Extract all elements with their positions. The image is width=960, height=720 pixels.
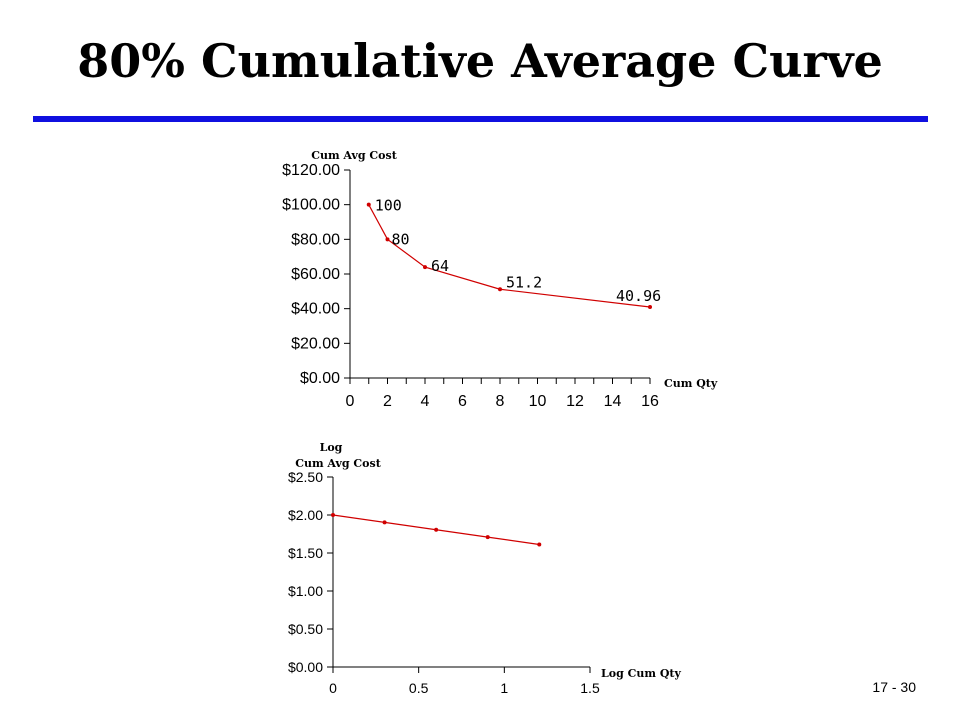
y-tick-label: $60.00 bbox=[291, 266, 340, 283]
data-point bbox=[366, 202, 371, 207]
y-tick-label: $1.50 bbox=[288, 545, 323, 561]
y-tick-label: $80.00 bbox=[291, 231, 340, 248]
title-divider bbox=[33, 116, 928, 122]
data-label: 64 bbox=[431, 257, 449, 275]
data-point bbox=[648, 305, 652, 310]
x-tick-label: 4 bbox=[421, 393, 430, 410]
data-point bbox=[498, 287, 502, 292]
data-point bbox=[423, 265, 427, 270]
data-label: 100 bbox=[375, 197, 402, 215]
y-tick-label: $20.00 bbox=[291, 335, 340, 352]
data-label: 80 bbox=[392, 230, 410, 248]
x-tick-label: 1 bbox=[500, 680, 508, 696]
y-tick-label: $100.00 bbox=[282, 197, 340, 214]
y-axis-label: Cum Avg Cost bbox=[295, 457, 382, 470]
data-point bbox=[385, 237, 390, 242]
y-axis-label-line1: Log bbox=[320, 441, 343, 454]
x-tick-label: 0.5 bbox=[409, 680, 429, 696]
x-tick-label: 12 bbox=[566, 393, 584, 410]
x-tick-label: 2 bbox=[383, 393, 392, 410]
x-tick-label: 8 bbox=[496, 393, 505, 410]
data-point bbox=[485, 535, 490, 540]
x-tick-label: 1.5 bbox=[580, 680, 600, 696]
page-number: 17 - 30 bbox=[872, 679, 916, 695]
y-tick-label: $40.00 bbox=[291, 301, 340, 318]
slide-title: 80% Cumulative Average Curve bbox=[77, 34, 883, 88]
y-tick-label: $2.00 bbox=[288, 507, 323, 523]
y-tick-label: $0.50 bbox=[288, 621, 323, 637]
y-tick-label: $1.00 bbox=[288, 583, 323, 599]
data-label: 40.96 bbox=[616, 287, 661, 305]
y-tick-label: $0.00 bbox=[288, 659, 323, 675]
data-label: 51.2 bbox=[506, 273, 542, 291]
x-tick-label: 0 bbox=[329, 680, 337, 696]
y-tick-label: $0.00 bbox=[300, 370, 340, 387]
x-tick-label: 10 bbox=[529, 393, 547, 410]
y-tick-label: $2.50 bbox=[288, 469, 323, 485]
x-axis-label: Cum Qty bbox=[664, 377, 718, 390]
data-point bbox=[331, 513, 335, 517]
x-tick-label: 0 bbox=[346, 393, 355, 410]
x-tick-label: 16 bbox=[641, 393, 659, 410]
x-axis-label: Log Cum Qty bbox=[601, 667, 681, 680]
y-axis-label: Cum Avg Cost bbox=[311, 149, 398, 162]
data-point bbox=[382, 520, 387, 525]
data-point bbox=[434, 527, 439, 532]
data-point bbox=[537, 542, 542, 547]
x-tick-label: 6 bbox=[458, 393, 467, 410]
x-tick-label: 14 bbox=[604, 393, 622, 410]
y-tick-label: $120.00 bbox=[282, 162, 340, 179]
